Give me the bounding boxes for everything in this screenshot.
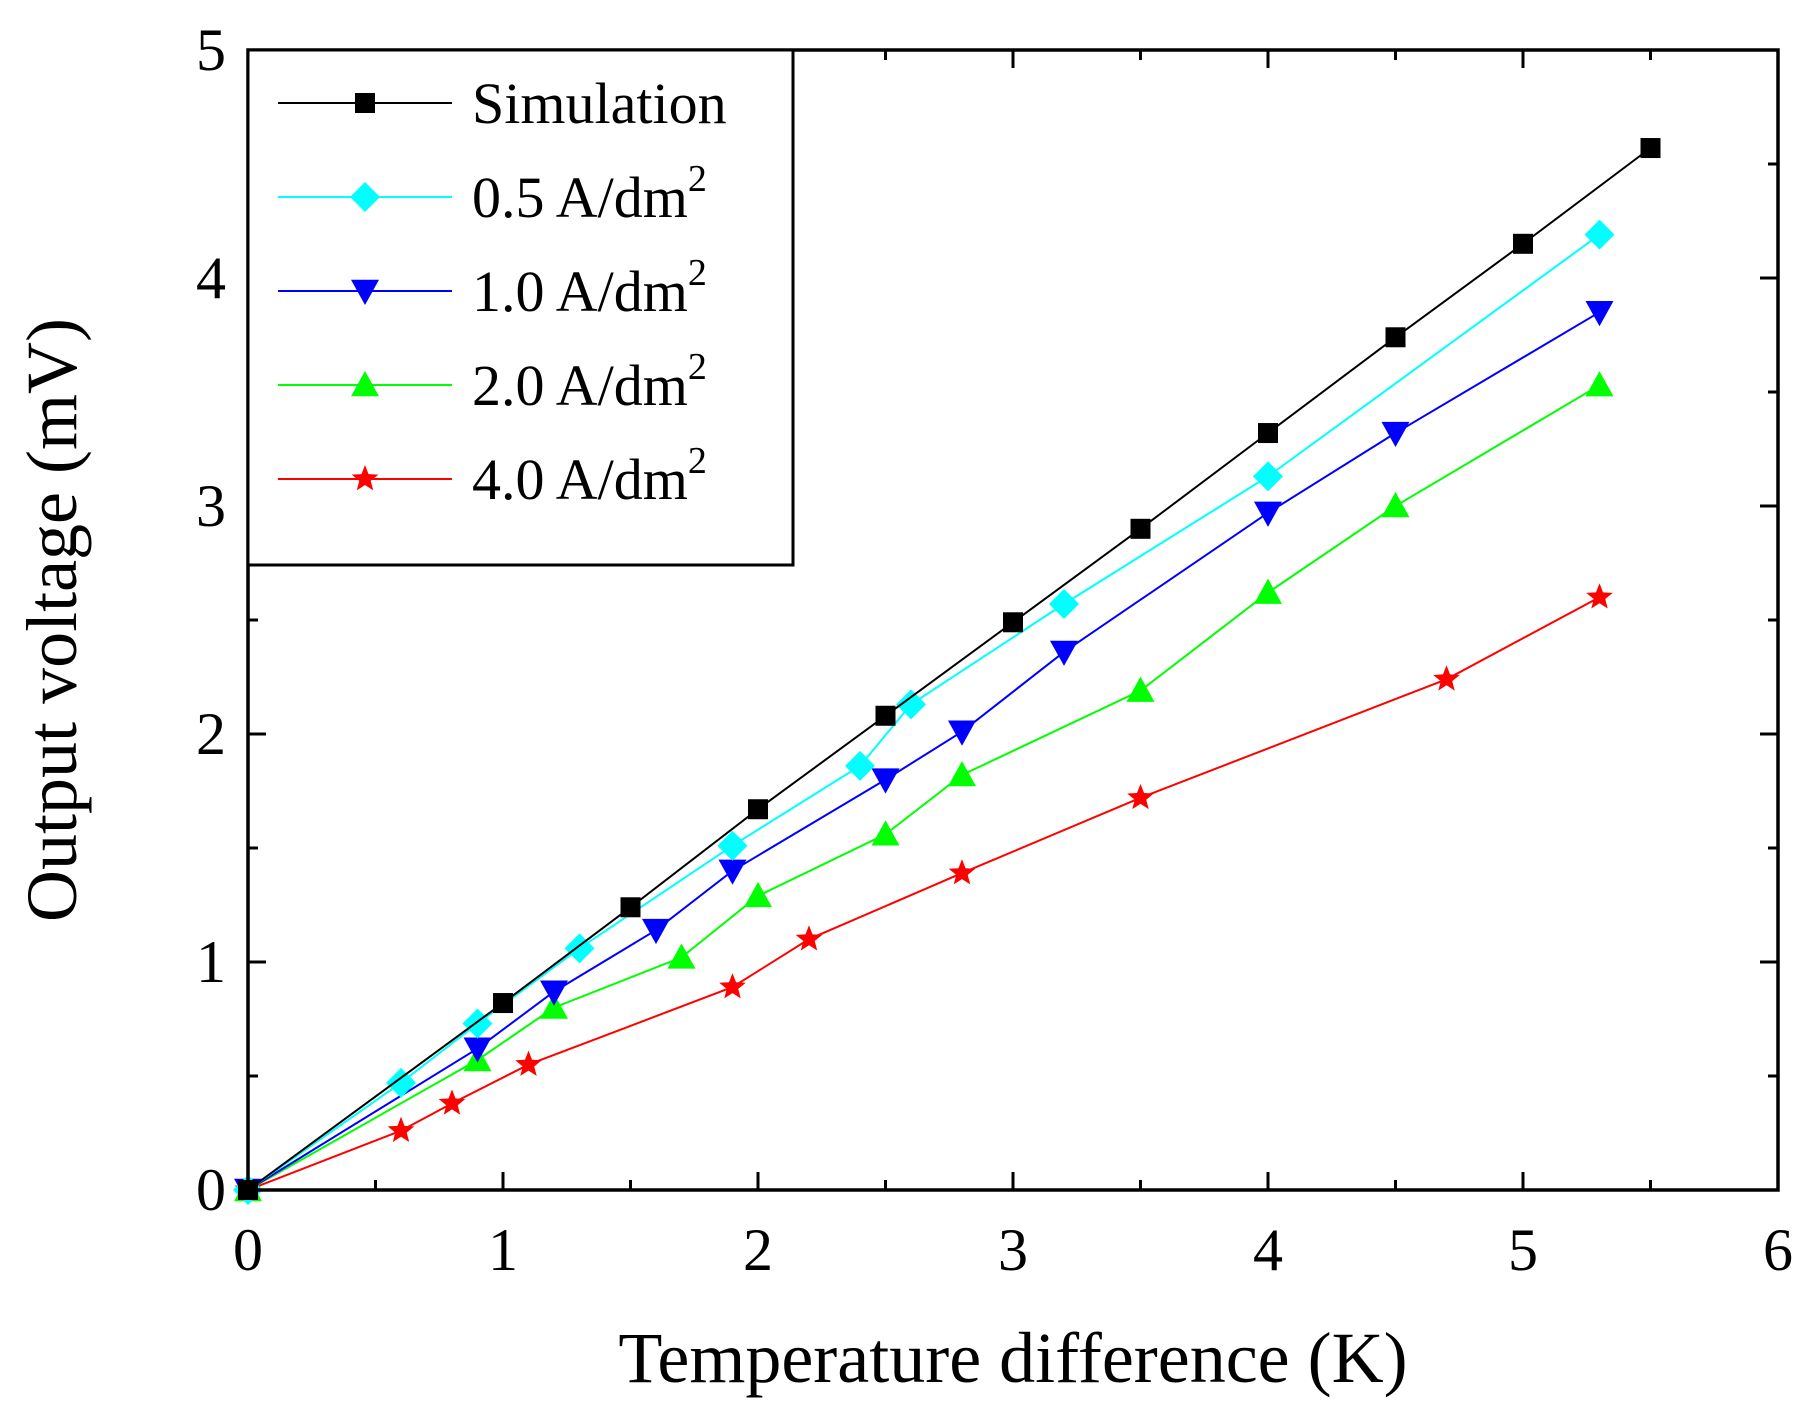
data-point xyxy=(1584,219,1615,250)
data-point xyxy=(871,768,900,794)
data-point xyxy=(795,925,823,951)
legend-label: Simulation xyxy=(472,71,727,136)
legend-label-base: 1.0 A/dm xyxy=(472,259,688,324)
x-tick-label: 5 xyxy=(1508,1217,1538,1283)
x-tick-label: 6 xyxy=(1763,1217,1793,1283)
data-point xyxy=(493,993,513,1014)
legend-entry: 0.5 A/dm2 xyxy=(278,158,707,230)
y-tick-label: 4 xyxy=(196,245,226,311)
data-point xyxy=(620,897,641,918)
data-point xyxy=(719,973,746,999)
y-axis-title: Output voltage (mV) xyxy=(12,318,92,922)
data-point xyxy=(896,689,926,720)
data-point xyxy=(1130,518,1151,539)
tick-labels: 0 1 2 3 4 5 6 0 1 2 3 4 5 xyxy=(196,17,1793,1283)
x-axis-title: Temperature difference (K) xyxy=(618,1318,1407,1398)
legend-marker xyxy=(355,93,375,113)
data-point xyxy=(642,918,670,945)
data-point xyxy=(748,799,768,820)
data-point xyxy=(1254,501,1282,527)
legend-entry: 1.0 A/dm2 xyxy=(278,252,707,324)
data-series xyxy=(233,138,1661,1205)
data-point xyxy=(438,1089,466,1115)
data-point xyxy=(1640,138,1661,159)
data-point xyxy=(717,830,748,861)
legend-label-superscript: 2 xyxy=(688,346,707,388)
data-point xyxy=(1385,327,1406,348)
legend-marker xyxy=(351,371,379,397)
legend-label-base: 2.0 A/dm xyxy=(472,353,688,418)
x-tick-label: 4 xyxy=(1253,1217,1283,1283)
legend-marker xyxy=(351,279,379,305)
data-point xyxy=(1253,461,1283,492)
legend-label: 2.0 A/dm2 xyxy=(472,346,707,418)
data-point xyxy=(718,859,747,885)
data-point xyxy=(667,943,696,969)
data-point xyxy=(540,980,568,1006)
legend-label-superscript: 2 xyxy=(688,252,707,294)
series-line xyxy=(247,596,1600,1191)
x-tick-label: 2 xyxy=(743,1217,773,1283)
data-point xyxy=(463,1037,492,1063)
data-point xyxy=(948,761,976,787)
data-point xyxy=(386,1067,416,1098)
data-point xyxy=(540,993,568,1019)
legend-marker xyxy=(351,465,379,491)
y-tick-label: 5 xyxy=(196,17,226,83)
x-tick-label: 0 xyxy=(233,1217,263,1283)
legend-label-base: Simulation xyxy=(472,71,727,136)
data-point xyxy=(1126,676,1155,702)
legend-marker xyxy=(350,182,380,212)
legend-label: 0.5 A/dm2 xyxy=(472,158,707,230)
y-tick-label: 2 xyxy=(196,701,226,767)
legend-label: 1.0 A/dm2 xyxy=(472,252,707,324)
data-point xyxy=(744,881,772,908)
series-0-5-a-dm2 xyxy=(233,219,1615,1205)
data-point xyxy=(1254,578,1282,604)
data-point xyxy=(387,1116,415,1143)
data-point xyxy=(875,705,896,726)
data-point xyxy=(1586,583,1613,609)
data-point xyxy=(871,820,900,846)
data-point xyxy=(948,720,976,746)
series-4-0-a-dm2 xyxy=(234,583,1613,1202)
x-tick-label: 3 xyxy=(998,1217,1028,1283)
y-tick-label: 0 xyxy=(196,1157,226,1223)
series-line xyxy=(247,233,1601,1191)
data-point xyxy=(1433,665,1460,691)
series-1-0-a-dm2 xyxy=(234,301,1614,1204)
data-point xyxy=(1258,423,1278,444)
plot-frame xyxy=(246,48,1780,1192)
legend-label-superscript: 2 xyxy=(688,440,707,482)
data-point xyxy=(1049,589,1079,620)
legend-entry: 4.0 A/dm2 xyxy=(278,440,707,512)
legend-entry: Simulation xyxy=(278,71,727,136)
y-tick-label: 1 xyxy=(196,929,226,995)
data-point xyxy=(1050,640,1078,666)
legend-label: 4.0 A/dm2 xyxy=(472,440,707,512)
data-point xyxy=(845,750,875,781)
data-point xyxy=(1381,492,1410,518)
legend-label-base: 0.5 A/dm xyxy=(472,165,688,230)
data-point xyxy=(1585,371,1614,397)
legend-label-base: 4.0 A/dm xyxy=(472,447,688,512)
data-point xyxy=(1003,612,1023,633)
data-point xyxy=(1127,783,1154,810)
series-2-0-a-dm2 xyxy=(234,371,1614,1202)
data-point xyxy=(1381,421,1410,448)
y-tick-label: 3 xyxy=(196,473,226,539)
legend-label-superscript: 2 xyxy=(688,158,707,200)
series-simulation xyxy=(238,138,1661,1200)
data-point xyxy=(515,1050,542,1076)
legend-entry: 2.0 A/dm2 xyxy=(278,346,707,418)
data-point xyxy=(948,859,976,885)
data-point xyxy=(1585,301,1614,327)
data-point xyxy=(1513,233,1533,254)
x-tick-label: 1 xyxy=(488,1217,518,1283)
